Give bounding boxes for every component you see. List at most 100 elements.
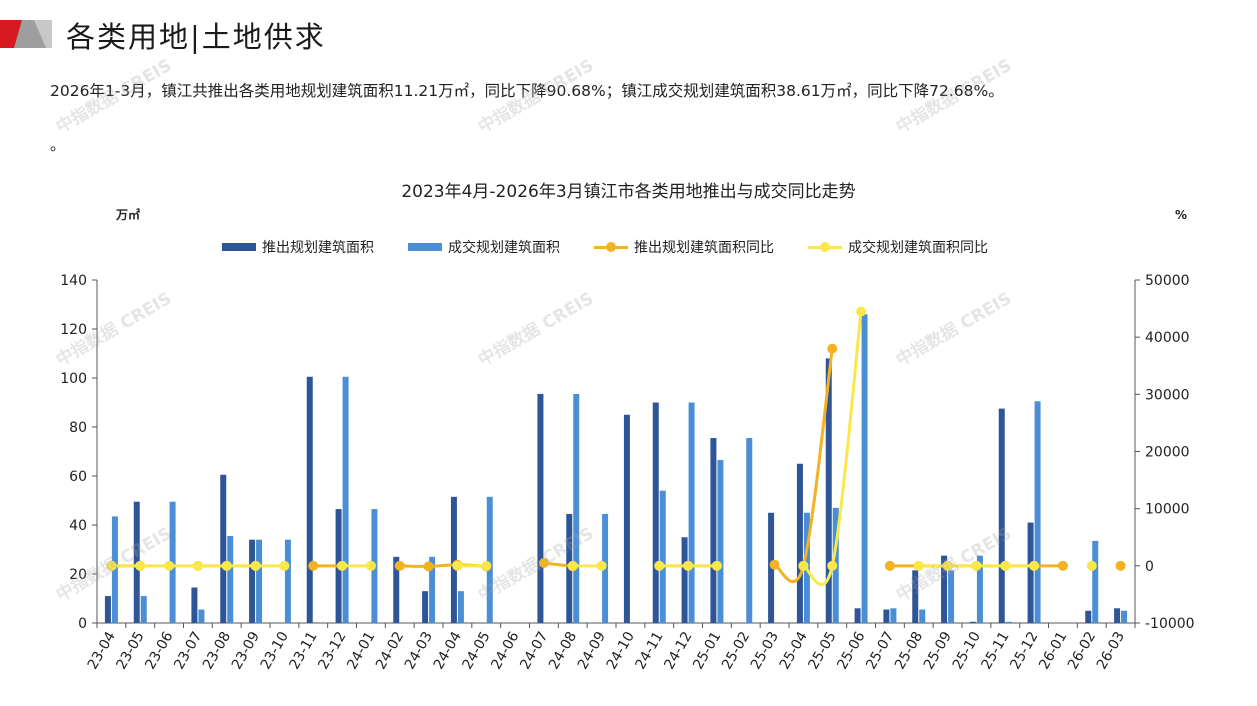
x-tick-label: 23-10 (258, 629, 292, 672)
bar-deal (717, 460, 724, 623)
bar-deal (976, 555, 983, 623)
bar-supply (1085, 610, 1092, 623)
bar-deal (919, 609, 926, 623)
x-tick-label: 26-01 (1036, 629, 1070, 672)
x-tick-label: 25-11 (979, 629, 1013, 672)
point-deal-yoy (192, 560, 203, 571)
bar-deal (1092, 540, 1099, 623)
bar-deal (284, 539, 291, 623)
point-deal-yoy (135, 560, 146, 571)
line-deal-yoy (802, 311, 863, 587)
x-tick-label: 25-02 (719, 629, 753, 672)
x-tick-label: 26-02 (1065, 629, 1099, 672)
point-deal-yoy (164, 560, 175, 571)
y-axis-unit-left: 万㎡ (116, 208, 141, 222)
bar-deal (890, 608, 897, 623)
x-tick-label: 25-04 (777, 629, 811, 672)
x-tick-label: 24-03 (402, 629, 436, 672)
x-tick-label: 24-05 (460, 629, 494, 672)
y-tick-label-right: -10000 (1145, 616, 1195, 632)
point-deal-yoy (452, 560, 463, 571)
x-tick-label: 25-08 (892, 629, 926, 672)
bar-deal (140, 596, 147, 623)
point-supply-yoy (394, 560, 405, 571)
y-tick-label-right: 0 (1145, 559, 1154, 575)
point-deal-yoy (365, 560, 376, 571)
point-deal-yoy (654, 560, 665, 571)
bar-supply (537, 393, 544, 623)
x-tick-label: 24-12 (661, 629, 695, 672)
y-tick-label-left: 60 (69, 469, 87, 485)
point-supply-yoy (538, 557, 549, 568)
bar-supply (796, 463, 803, 623)
x-tick-label: 25-12 (1007, 629, 1041, 672)
x-tick-label: 25-07 (863, 629, 897, 672)
bar-deal (198, 609, 205, 623)
bar-supply (623, 414, 630, 623)
point-deal-yoy (1000, 560, 1011, 571)
x-tick-label: 25-10 (950, 629, 984, 672)
y-tick-label-right: 10000 (1145, 502, 1190, 518)
point-deal-yoy (567, 560, 578, 571)
bar-deal (111, 516, 118, 623)
legend-swatch (408, 243, 442, 251)
legend-item-supply-bar: 推出规划建筑面积 (222, 237, 374, 257)
bar-supply (249, 539, 256, 623)
x-tick-label: 23-12 (315, 629, 349, 672)
bar-deal (227, 536, 234, 623)
bar-supply (220, 474, 227, 623)
point-deal-yoy (856, 306, 867, 317)
x-tick-label: 25-09 (921, 629, 955, 672)
point-supply-yoy (827, 343, 838, 354)
summary-tail: 。 (50, 136, 66, 154)
x-tick-label: 24-08 (546, 629, 580, 672)
bar-supply (710, 438, 717, 623)
legend-label: 成交规划建筑面积 (448, 240, 560, 256)
bar-supply (912, 570, 919, 623)
x-tick-label: 25-03 (748, 629, 782, 672)
y-axis-unit-right: % (1175, 208, 1188, 222)
point-deal-yoy (683, 560, 694, 571)
bar-supply (393, 556, 400, 623)
bar-deal (746, 438, 753, 623)
bar-deal (688, 402, 695, 623)
line-supply-yoy (773, 348, 834, 584)
x-tick-label: 24-09 (575, 629, 609, 672)
x-tick-label: 24-04 (431, 629, 465, 672)
point-supply-yoy (423, 561, 434, 572)
bar-deal (659, 490, 666, 623)
y-tick-label-left: 20 (69, 567, 87, 583)
bar-deal (1005, 621, 1012, 623)
x-tick-label: 24-01 (344, 629, 378, 672)
bar-supply (191, 587, 198, 623)
bar-deal (457, 591, 464, 623)
y-tick-label-right: 50000 (1145, 273, 1190, 289)
legend-item-supply-yoy: 推出规划建筑面积同比 (594, 237, 774, 257)
point-supply-yoy (884, 560, 895, 571)
y-tick-label-left: 120 (60, 322, 87, 338)
bar-deal (429, 556, 436, 623)
summary-text: 2026年1-3月，镇江共推出各类用地规划建筑面积11.21万㎡，同比下降90.… (50, 82, 1004, 100)
y-tick-label-left: 100 (60, 371, 87, 387)
legend-swatch (808, 240, 842, 254)
x-tick-label: 23-04 (85, 629, 119, 672)
y-tick-label-left: 80 (69, 420, 87, 436)
y-tick-label-right: 30000 (1145, 387, 1190, 403)
bar-deal (948, 570, 955, 623)
x-tick-label: 24-06 (488, 629, 522, 672)
legend-item-deal-bar: 成交规划建筑面积 (408, 237, 560, 257)
point-supply-yoy (1057, 560, 1068, 571)
x-tick-label: 24-10 (604, 629, 638, 672)
x-tick-label: 25-01 (690, 629, 724, 672)
point-deal-yoy (596, 560, 607, 571)
point-deal-yoy (106, 560, 117, 571)
point-deal-yoy (827, 560, 838, 571)
point-deal-yoy (711, 560, 722, 571)
point-deal-yoy (1029, 560, 1040, 571)
bar-supply (1114, 608, 1121, 623)
legend-swatch (222, 243, 256, 251)
bar-supply (306, 376, 313, 623)
point-supply-yoy (769, 559, 780, 570)
brand-logo-icon (0, 20, 52, 48)
